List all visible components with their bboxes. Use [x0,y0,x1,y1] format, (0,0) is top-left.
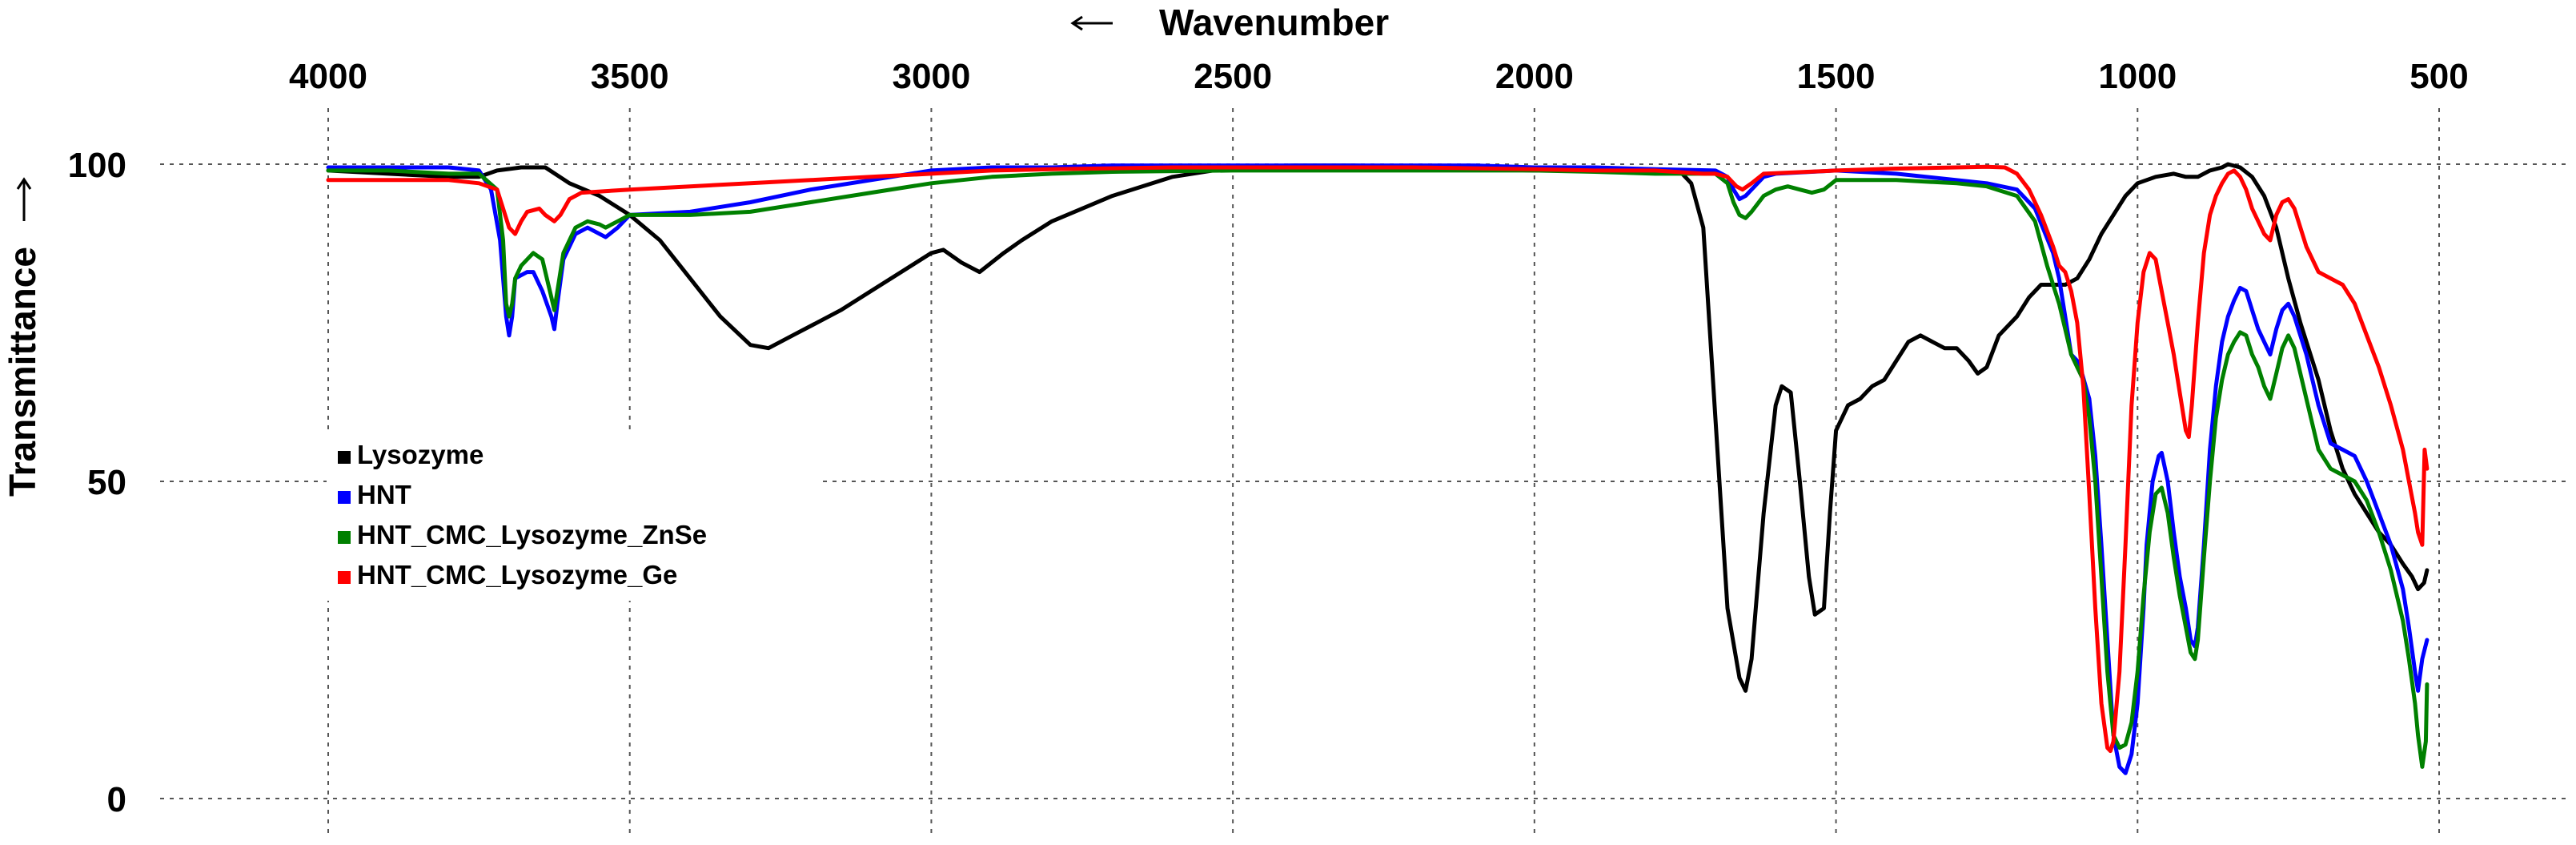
series-line-3 [326,164,2430,754]
x-axis: 4000 3500 3000 2500 2000 1500 1000 500 [289,57,2469,96]
legend-swatch-1 [338,491,351,504]
x-tick-label-7: 500 [2409,57,2468,96]
legend-label-2: HNT_CMC_Lysozyme_ZnSe [357,520,707,549]
x-tick-label-3: 2500 [1194,57,1272,96]
y-axis-title: Transmittance [2,247,43,497]
y-tick-label-0: 0 [107,780,126,819]
legend-swatch-2 [338,531,351,544]
x-tick-label-1: 3500 [591,57,669,96]
x-tick-label-4: 2000 [1495,57,1574,96]
y-tick-label-2: 100 [68,146,126,185]
x-axis-title: Wavenumber [1159,2,1389,43]
y-axis-title-group: Transmittance [2,177,43,497]
legend-swatch-3 [338,571,351,584]
series-line-2 [326,168,2430,769]
x-axis-title-group: Wavenumber [1070,2,1389,43]
x-tick-label-2: 3000 [892,57,970,96]
x-tick-label-5: 1500 [1797,57,1876,96]
legend-background [327,433,823,601]
y-axis: 0 50 100 [68,146,126,819]
series-group [326,162,2430,775]
x-tick-label-0: 4000 [289,57,367,96]
legend: Lysozyme HNT HNT_CMC_Lysozyme_ZnSe HNT_CMC_… [327,433,823,601]
legend-label-3: HNT_CMC_Lysozyme_Ge [357,560,677,589]
x-tick-label-6: 1000 [2098,57,2177,96]
y-axis-arrow-head [16,177,32,190]
x-axis-arrow-head [1070,15,1083,31]
legend-swatch-0 [338,451,351,464]
legend-label-0: Lysozyme [357,440,484,469]
y-tick-label-1: 50 [87,463,126,502]
legend-label-1: HNT [357,480,411,509]
series-line-0 [326,162,2430,693]
